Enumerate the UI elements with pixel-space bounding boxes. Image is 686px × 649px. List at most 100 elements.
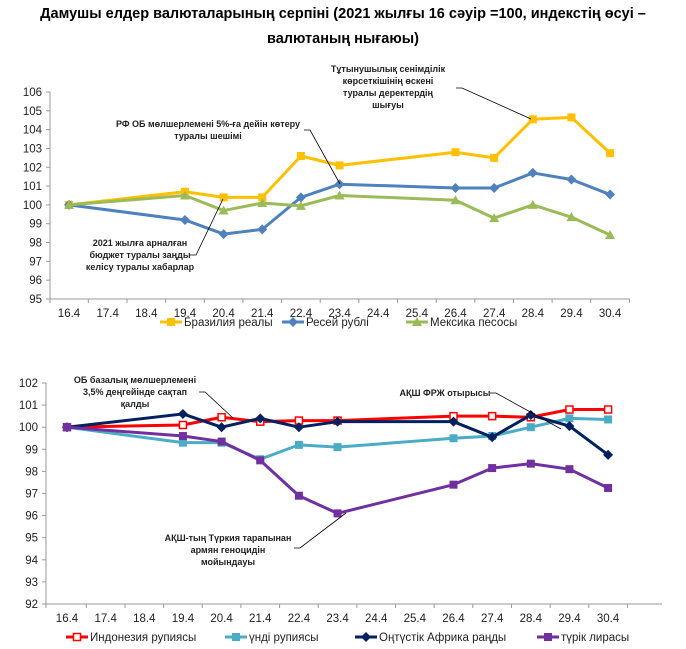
data-point <box>490 153 499 162</box>
series-4 <box>63 423 613 518</box>
x-tick-label: 29.4 <box>558 613 581 625</box>
data-point <box>216 422 227 433</box>
legend-marker <box>167 318 175 326</box>
data-point <box>257 198 268 208</box>
annotation-text: келісу туралы хабарлар <box>86 262 195 272</box>
data-point <box>489 213 500 223</box>
annotation-3: 2021 жылға арналған бюджет туралы заңды ке… <box>86 198 224 272</box>
data-point <box>448 416 459 427</box>
x-tick-label: 24.4 <box>365 613 388 625</box>
chart-title: Дамушы елдер валюталарының серпіні (2021… <box>40 6 646 47</box>
x-tick-label: 28.4 <box>522 308 545 320</box>
data-point <box>566 212 577 222</box>
y-tick-label: 93 <box>25 577 38 589</box>
legend-label: Ресей рублі <box>306 317 369 329</box>
x-tick-label: 16.4 <box>56 613 79 625</box>
data-point <box>566 174 577 185</box>
data-point <box>332 416 343 427</box>
x-tick-label: 27.4 <box>483 308 506 320</box>
y-tick-label: 97 <box>29 256 42 268</box>
legend-marker <box>288 317 298 327</box>
legend-item: Оңтүстік Африка раңды <box>355 632 506 644</box>
annotation-2: Тұтынушылық сенімділік көрсеткішінің өске… <box>331 64 532 120</box>
data-point <box>564 421 575 432</box>
annotation-text: АҚШ-тың Түркия тарапынан <box>165 533 292 543</box>
data-point <box>603 405 613 414</box>
legend-marker <box>544 633 552 641</box>
data-point <box>255 413 266 424</box>
x-tick-label: 22.4 <box>288 613 311 625</box>
x-tick-label: 25.4 <box>404 613 427 625</box>
legend-item: үнді рупиясы <box>225 632 318 644</box>
data-point <box>527 199 538 209</box>
y-tick-label: 96 <box>25 511 38 523</box>
data-point <box>217 413 226 422</box>
x-tick-label: 23.4 <box>328 308 351 320</box>
series-3 <box>64 190 616 240</box>
data-point <box>333 509 342 518</box>
y-tick-label: 99 <box>29 219 42 231</box>
chart-panel-2: 92 93 94 95 96 97 98 99 100 101 102 16.4 17.4 18.4 19.… <box>19 375 662 644</box>
x-tick-label: 18.4 <box>133 613 156 625</box>
annotation-leader-line <box>190 198 224 256</box>
y-tick-label: 101 <box>19 400 38 412</box>
y-tick-label: 106 <box>23 87 42 99</box>
data-point <box>603 449 614 460</box>
data-point <box>178 420 188 430</box>
annotation-1: ОБ базалық мөлшерлемені 3,5% деңгейінде с… <box>74 375 234 419</box>
data-point <box>334 179 345 190</box>
x-tick-label: 30.4 <box>599 308 622 320</box>
data-point <box>63 423 71 432</box>
data-point <box>605 189 616 200</box>
x-tick-label: 22.4 <box>290 308 313 320</box>
annotation-text: мойындауы <box>201 557 255 567</box>
data-point <box>335 161 344 170</box>
y-tick-label: 92 <box>25 599 38 611</box>
legend-item: түрік лирасы <box>537 632 629 644</box>
data-point <box>179 190 190 200</box>
annotation-text: туралы шешімі <box>174 131 242 141</box>
y-tick-label: 102 <box>19 378 38 390</box>
data-point <box>450 182 461 193</box>
x-tick-label: 19.4 <box>172 613 195 625</box>
data-point <box>179 214 190 225</box>
chart-panel-1: 95 96 97 98 99 100 101 102 103 104 105 106 16.4 17.4 1… <box>23 64 630 329</box>
data-point <box>604 483 613 492</box>
data-point <box>218 205 229 215</box>
legend-label: үнді рупиясы <box>249 632 318 644</box>
y-tick-label: 103 <box>23 143 42 155</box>
data-point <box>333 443 342 452</box>
y-tick-label: 100 <box>19 422 38 434</box>
x-tick-label: 25.4 <box>406 308 429 320</box>
data-point <box>567 113 576 122</box>
data-point <box>489 182 500 193</box>
annotation-text: 3,5% деңгейінде сақтап <box>83 387 187 397</box>
y-tick-label: 100 <box>23 200 42 212</box>
annotation-text: шығуы <box>372 100 404 110</box>
annotation-text: көрсеткішінің өскені <box>343 76 434 86</box>
annotation-1: РФ ОБ мөлшерлемені 5%-ға дейін көтеру тур… <box>116 119 341 185</box>
data-point <box>565 405 574 414</box>
data-point <box>528 115 537 124</box>
y-tick-label: 94 <box>25 555 38 567</box>
data-point <box>296 151 305 160</box>
annotation-text: РФ ОБ мөлшерлемені 5%-ға дейін көтеру <box>116 119 300 129</box>
y-tick-label: 101 <box>23 181 42 193</box>
data-point <box>487 411 497 421</box>
x-tick-label: 20.4 <box>212 308 235 320</box>
annotation-text: туралы деректердің <box>343 88 434 98</box>
annotation-leader-line <box>294 512 347 549</box>
data-point <box>294 491 303 500</box>
legend-label: Индонезия рупиясы <box>90 632 196 644</box>
data-point <box>258 193 267 202</box>
x-tick-label: 24.4 <box>367 308 390 320</box>
data-point <box>606 149 615 158</box>
annotation-text: бюджет туралы заңды <box>89 250 190 260</box>
data-point <box>525 410 536 421</box>
data-point <box>449 434 458 443</box>
x-tick-label: 19.4 <box>174 308 197 320</box>
x-tick-label: 26.4 <box>442 613 465 625</box>
annotation-leader-line <box>199 391 234 419</box>
series-2 <box>64 167 616 240</box>
